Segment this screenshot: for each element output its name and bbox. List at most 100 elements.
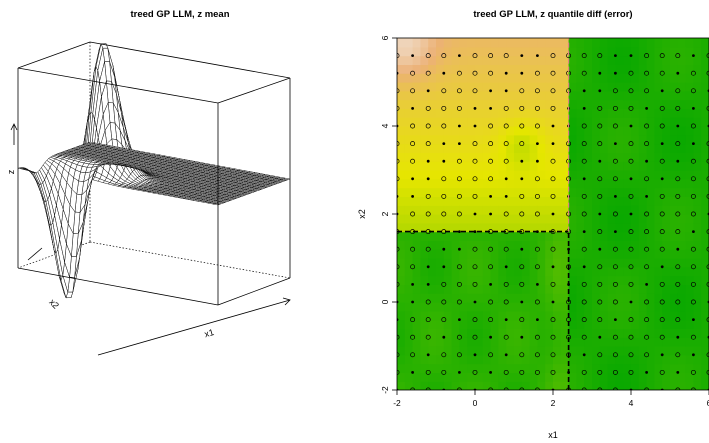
design-point-filled (692, 353, 695, 357)
heatmap-cell (420, 346, 429, 356)
heatmap-cell (631, 126, 640, 136)
heatmap-cell (404, 170, 414, 180)
heatmap-cell (592, 293, 601, 303)
design-point-open (534, 334, 540, 340)
heatmap-cell (404, 143, 414, 153)
heatmap-cell (560, 319, 570, 329)
design-point-open (425, 123, 431, 129)
heatmap-cell (599, 372, 609, 382)
design-point-open (628, 246, 634, 252)
heatmap-cell (615, 319, 624, 329)
heatmap-cell (646, 302, 655, 312)
heatmap-cell (451, 310, 460, 321)
design-point-filled (442, 265, 446, 269)
design-point-open (456, 193, 462, 199)
heatmap-cell (615, 90, 624, 101)
heatmap-cell (514, 363, 523, 373)
heatmap-cell (670, 205, 679, 215)
design-point-filled (411, 371, 414, 374)
heatmap-cell (592, 143, 601, 153)
heatmap-cell (584, 222, 593, 233)
heatmap-cell (584, 90, 593, 101)
heatmap-cell (436, 126, 445, 136)
heatmap-cell (693, 108, 702, 118)
heatmap-cell (443, 258, 453, 268)
heatmap-cell (693, 372, 702, 382)
heatmap-cell (529, 266, 538, 277)
heatmap-cell (599, 187, 609, 197)
heatmap-cell (436, 187, 445, 197)
heatmap-cell (638, 108, 648, 118)
design-point-filled (504, 177, 508, 181)
heatmap-cell (482, 55, 492, 65)
heatmap-cell (568, 73, 577, 83)
heatmap-cell (615, 117, 624, 127)
heatmap-cell (615, 328, 624, 338)
heatmap-cell (514, 90, 523, 101)
heatmap-cell (467, 249, 476, 259)
heatmap-cell (545, 266, 554, 277)
heatmap-cell (607, 302, 616, 312)
heatmap-cell (693, 319, 702, 329)
heatmap-cell (654, 346, 663, 356)
heatmap-cell (568, 381, 577, 390)
heatmap-cell (670, 38, 679, 48)
heatmap-cell (412, 90, 421, 101)
heatmap-cell (646, 381, 655, 390)
heatmap-cell (420, 108, 429, 118)
heatmap-cell (646, 319, 655, 329)
heatmap-cell (428, 38, 437, 48)
heatmap-cell (576, 354, 585, 365)
design-point-open (488, 264, 494, 270)
heatmap-cell (631, 372, 640, 382)
heatmap-cell (599, 108, 609, 118)
design-point-filled (645, 195, 648, 198)
heatmap-cell (560, 302, 570, 312)
heatmap-cell (638, 222, 648, 233)
heatmap-cell (436, 170, 445, 180)
heatmap-cell (670, 363, 679, 373)
heatmap-cell (693, 354, 702, 365)
design-point-open (597, 299, 603, 305)
heatmap-cell (701, 196, 709, 206)
heatmap-cell (459, 117, 468, 127)
heatmap-cell (693, 143, 702, 153)
heatmap-cell (459, 46, 468, 57)
heatmap-cell (459, 126, 468, 136)
heatmap-cell (482, 38, 492, 48)
heatmap-cell (584, 170, 593, 180)
heatmap-cell (677, 161, 687, 171)
heatmap-cell (537, 302, 546, 312)
heatmap-cell (451, 170, 460, 180)
heatmap-cell (592, 302, 601, 312)
heatmap-cell (482, 249, 492, 259)
heatmap-cell (521, 90, 531, 101)
heatmap-cell (490, 99, 499, 109)
heatmap-cell (670, 99, 679, 109)
heatmap-cell (436, 381, 445, 390)
heatmap-cell (498, 346, 507, 356)
heatmap-cell (654, 64, 663, 74)
heatmap-cell (607, 73, 616, 83)
heatmap-cell (701, 178, 709, 189)
heatmap-cell (412, 117, 421, 127)
design-point-filled (520, 247, 524, 251)
heatmap-cell (490, 337, 499, 347)
heatmap-cell (693, 337, 702, 347)
heatmap-cell (599, 293, 609, 303)
heatmap-cell (670, 258, 679, 268)
heatmap-cell (638, 266, 648, 277)
heatmap-cell (685, 178, 694, 189)
heatmap-cell (662, 205, 671, 215)
heatmap-cell (568, 363, 577, 373)
heatmap-cell (631, 117, 640, 127)
heatmap-cell (404, 249, 414, 259)
heatmap-cell (631, 354, 640, 365)
heatmap-cell (607, 82, 616, 92)
heatmap-cell (537, 337, 546, 347)
heatmap-cell (498, 354, 507, 365)
heatmap-cell (490, 187, 499, 197)
design-point-open (519, 141, 525, 147)
heatmap-cell (482, 310, 492, 321)
heatmap-cell (467, 99, 476, 109)
